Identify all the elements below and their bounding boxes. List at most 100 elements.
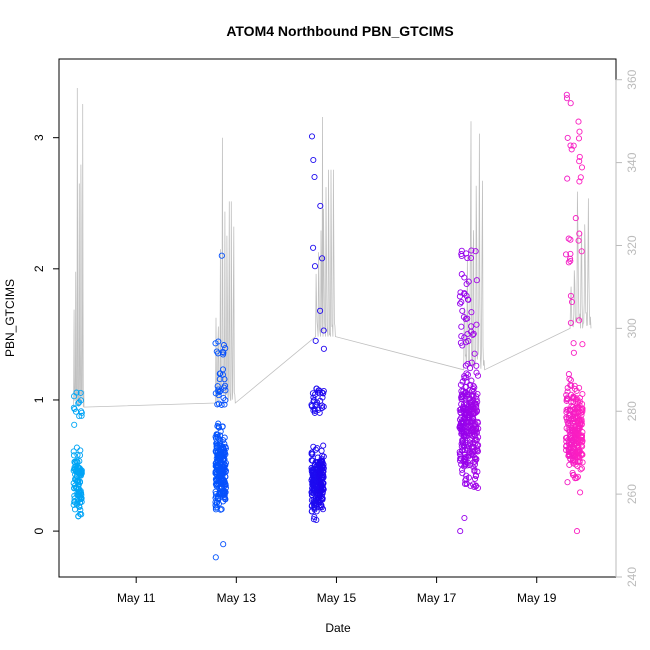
data-point [320,327,327,334]
data-point [563,91,570,98]
data-point [217,506,224,513]
data-point [567,250,574,257]
data-point [567,377,574,384]
data-point [214,401,221,408]
data-point [212,340,219,347]
data-point [71,459,78,466]
data-point [458,333,465,340]
data-point [318,455,325,462]
data-point [456,424,463,431]
data-point [470,382,477,390]
data-point [317,202,324,209]
data-point [467,482,474,489]
data-point [576,128,583,135]
data-point [71,406,78,413]
data-point [459,466,466,473]
data-point [313,385,320,392]
data-point [212,494,219,502]
data-point [221,401,228,408]
data-point [459,427,466,434]
y-tick: 1 [32,396,59,403]
data-point [572,428,579,436]
data-point [572,461,579,468]
data-point [75,400,82,407]
data-point [216,488,223,495]
data-point [75,486,82,493]
data-point [567,257,574,265]
data-point [216,447,223,454]
data-point [313,516,320,524]
data-point [573,528,581,535]
data-point [458,393,465,400]
data-point [213,449,220,456]
data-point [217,484,224,491]
data-point [461,334,468,341]
data-point [73,472,80,479]
data-point [564,134,571,141]
data-point [461,480,469,487]
data-point [71,498,78,505]
right-y-tick: 320 [616,235,639,255]
data-point [320,345,327,352]
data-point [571,444,578,451]
data-point [467,254,475,262]
data-point [570,420,577,427]
data-point [470,385,477,393]
data-point [578,436,585,443]
data-point [474,372,482,379]
right-y-tick: 360 [616,69,639,90]
data-point [461,434,468,441]
data-point [320,403,327,410]
data-point [308,465,315,472]
data-point [310,498,317,506]
data-point [575,118,582,125]
data-point [467,405,474,412]
data-point [459,470,466,477]
data-point [78,412,85,419]
right-y-tick: 260 [616,484,639,504]
data-point [566,428,573,435]
data-point [579,400,586,408]
data-point [462,447,469,454]
data-point [311,263,319,270]
data-point [571,385,579,392]
data-point [462,433,469,440]
right-y-tick: 300 [616,318,639,338]
y-tick: 0 [32,527,59,534]
data-point [465,410,472,417]
data-point [316,409,323,416]
data-point [218,252,225,259]
y-tick-label: 0 [32,527,46,534]
data-point [221,467,228,474]
data-point [472,472,479,479]
data-point [310,473,317,480]
data-point [574,404,581,411]
right-y-tick-label: 240 [625,567,639,587]
data-point [213,455,220,462]
data-point [459,307,466,314]
data-point [567,236,574,243]
data-point [220,437,227,444]
data-point [564,384,571,391]
data-point [74,458,81,465]
x-tick: May 17 [417,577,457,605]
data-point [213,443,220,450]
data-point [70,448,77,455]
data-point [458,252,465,260]
data-point [563,391,570,399]
right-y-tick-label: 360 [625,69,639,89]
data-point [214,495,221,502]
data-point [577,489,584,496]
data-point [221,382,229,389]
data-point [470,330,477,337]
data-point [309,471,316,478]
data-point [70,501,77,508]
data-point [220,541,227,548]
data-point [567,292,574,299]
data-point [311,173,318,181]
data-point [73,462,80,469]
data-point [461,514,468,522]
x-tick: May 19 [517,577,557,605]
data-point [319,464,326,471]
data-point [310,394,317,401]
